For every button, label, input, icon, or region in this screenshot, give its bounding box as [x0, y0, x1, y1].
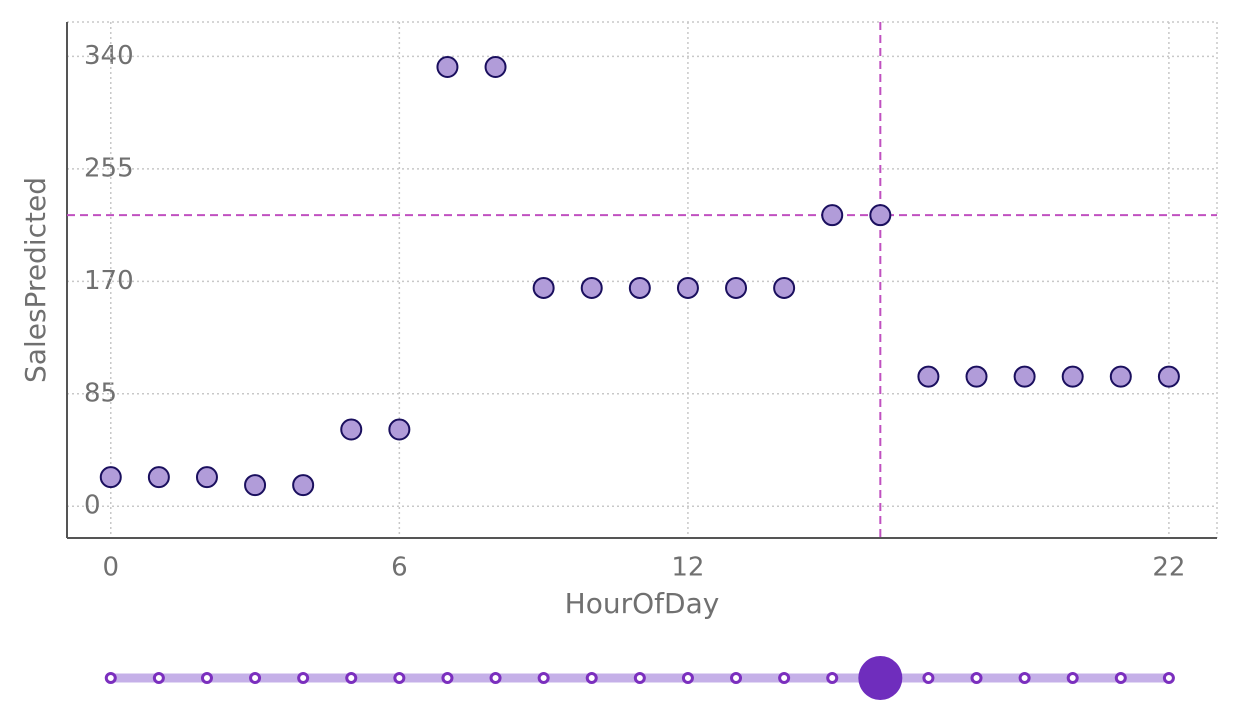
slider-stop[interactable] [1114, 672, 1127, 684]
slider-stop[interactable] [441, 672, 454, 684]
y-tick-label: 170 [84, 266, 134, 296]
data-point [340, 418, 363, 441]
data-point [725, 276, 748, 299]
data-point [99, 466, 122, 489]
data-point [869, 204, 892, 227]
slider-stop[interactable] [393, 672, 406, 684]
y-tick-label: 85 [84, 378, 117, 408]
slider-handle[interactable] [858, 656, 903, 700]
data-point [917, 365, 940, 388]
data-point [388, 418, 411, 441]
data-point [195, 466, 218, 489]
data-point [292, 474, 315, 497]
data-point [484, 55, 507, 78]
y-tick-label: 340 [84, 41, 134, 71]
data-point [1061, 365, 1084, 388]
x-tick-label: 0 [102, 553, 119, 583]
slider-stop[interactable] [970, 672, 983, 684]
data-point [965, 365, 988, 388]
data-point [628, 276, 651, 299]
slider-stop[interactable] [1018, 672, 1031, 684]
slider-stop[interactable] [585, 672, 598, 684]
slider-stop[interactable] [1162, 672, 1175, 684]
data-point [532, 276, 555, 299]
data-point [147, 466, 170, 489]
data-point [244, 474, 267, 497]
x-tick-label: 22 [1152, 553, 1185, 583]
slider-stop[interactable] [489, 672, 502, 684]
slider-stop[interactable] [826, 672, 839, 684]
y-axis-title: SalesPredicted [19, 177, 52, 383]
data-point [436, 55, 459, 78]
y-tick-label: 255 [84, 153, 134, 183]
slider-stop[interactable] [922, 672, 935, 684]
data-point [676, 276, 699, 299]
x-tick-label: 12 [671, 553, 704, 583]
slider-stop[interactable] [778, 672, 791, 684]
data-point [821, 204, 844, 227]
slider-stop[interactable] [633, 672, 646, 684]
data-point [1109, 365, 1132, 388]
data-point [580, 276, 603, 299]
x-tick-label: 6 [391, 553, 408, 583]
slider-stop[interactable] [681, 672, 694, 684]
slider-stop[interactable] [104, 672, 117, 684]
data-point [1013, 365, 1036, 388]
slider-stop[interactable] [1066, 672, 1079, 684]
x-axis-title: HourOfDay [565, 587, 720, 620]
slider-stop[interactable] [730, 672, 743, 684]
slider-stop[interactable] [152, 672, 165, 684]
slider-stop[interactable] [200, 672, 213, 684]
slider-stop[interactable] [249, 672, 262, 684]
slider-stop[interactable] [345, 672, 358, 684]
data-point [1157, 365, 1180, 388]
y-tick-label: 0 [84, 491, 101, 521]
data-point [773, 276, 796, 299]
slider-stop[interactable] [537, 672, 550, 684]
slider-stop[interactable] [297, 672, 310, 684]
